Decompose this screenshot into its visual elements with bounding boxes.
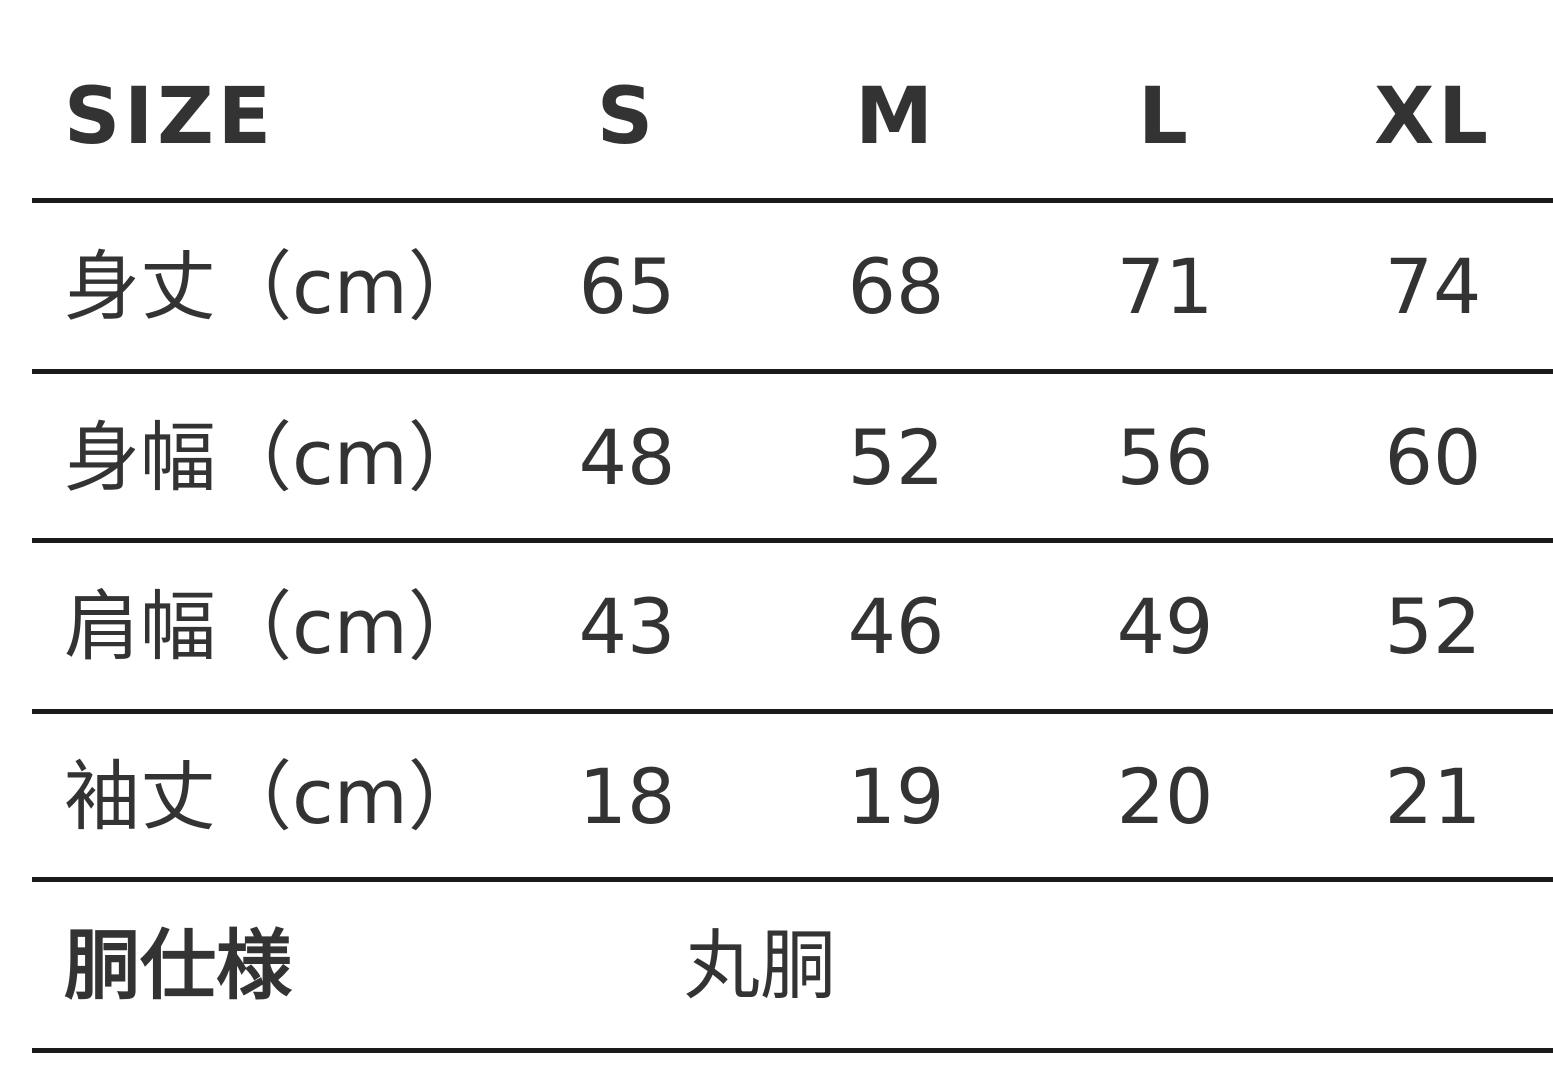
cell: 52 [847, 413, 945, 502]
header-label: SIZE [64, 72, 276, 162]
cell: 52 [1384, 582, 1482, 671]
cell: 21 [1384, 752, 1482, 841]
table-row: 身幅（cm） 48 52 56 60 [0, 398, 1553, 518]
cell: 19 [847, 752, 945, 841]
table-row: 身丈（cm） 65 68 71 74 [0, 227, 1553, 347]
cell: 71 [1116, 242, 1214, 331]
cell: 56 [1116, 413, 1214, 502]
divider [32, 198, 1553, 203]
row-label: 身幅（cm） [64, 413, 484, 502]
cell: 43 [578, 582, 676, 671]
cell: 65 [578, 242, 676, 331]
cell: 48 [578, 413, 676, 502]
cell: 46 [847, 582, 945, 671]
divider [32, 538, 1553, 543]
body-spec-label: 胴仕様 [64, 921, 292, 1010]
cell: 60 [1384, 413, 1482, 502]
divider [32, 877, 1553, 882]
table-row: 袖丈（cm） 18 19 20 21 [0, 737, 1553, 857]
size-m: M [855, 72, 937, 162]
cell: 74 [1384, 242, 1482, 331]
cell: 20 [1116, 752, 1214, 841]
size-l: L [1138, 72, 1192, 162]
divider [32, 1048, 1553, 1053]
row-label: 肩幅（cm） [64, 582, 484, 671]
size-xl: XL [1374, 72, 1492, 162]
row-label: 身丈（cm） [64, 242, 484, 331]
body-spec-row: 胴仕様 丸胴 [0, 906, 1553, 1026]
size-s: S [596, 72, 658, 162]
table-row: 肩幅（cm） 43 46 49 52 [0, 567, 1553, 687]
row-label: 袖丈（cm） [64, 752, 484, 841]
cell: 18 [578, 752, 676, 841]
divider [32, 709, 1553, 714]
body-spec-value: 丸胴 [684, 921, 836, 1010]
header-row: SIZE S M L XL [0, 57, 1553, 177]
cell: 49 [1116, 582, 1214, 671]
cell: 68 [847, 242, 945, 331]
divider [32, 369, 1553, 374]
